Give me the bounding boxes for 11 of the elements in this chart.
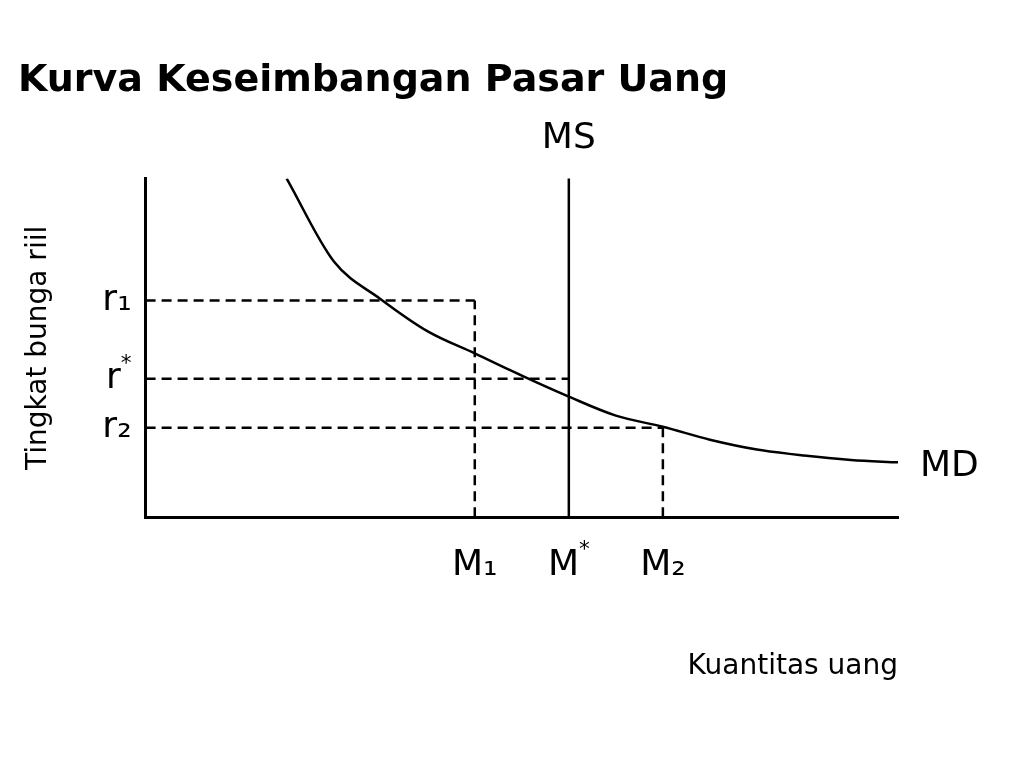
y-axis-title: Tingkat bunga riil	[20, 225, 54, 472]
series-label: r₁	[102, 276, 132, 318]
series-label: r*	[106, 349, 132, 397]
chart-title: Kurva Keseimbangan Pasar Uang	[18, 55, 729, 100]
series-label: MD	[920, 442, 979, 484]
ref-line-label: MS	[541, 114, 596, 156]
x-tick-label: M₁	[452, 541, 498, 583]
x-tick-label: M₂	[640, 541, 686, 583]
series-label: r₂	[102, 404, 132, 446]
x-tick-label: M*	[547, 536, 590, 583]
x-axis-title: Kuantitas uang	[687, 648, 898, 682]
